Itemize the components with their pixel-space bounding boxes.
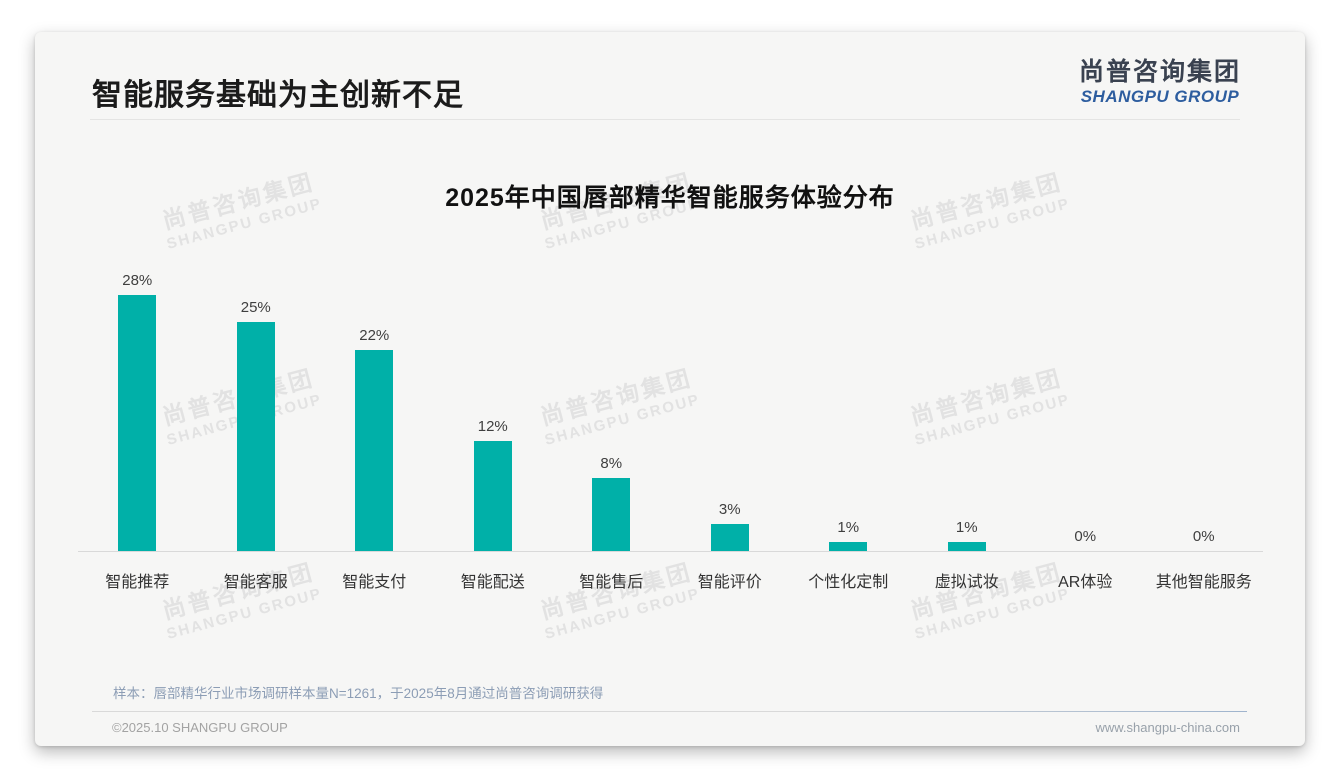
bar-column: 1% (908, 247, 1027, 551)
bar-column: 12% (434, 247, 553, 551)
slide-card: 尚普咨询集团 SHANGPU GROUP 尚普咨询集团 SHANGPU GROUP 尚普… (35, 32, 1305, 746)
bar (473, 441, 512, 551)
company-logo: 尚普咨询集团 SHANGPU GROUP (1079, 58, 1241, 106)
category-label: 智能推荐 (105, 574, 170, 591)
value-label: 0% (1192, 528, 1215, 545)
footer-divider (92, 711, 1247, 712)
category-label: 智能支付 (342, 574, 407, 591)
bar (710, 524, 749, 551)
bar-chart: 28% 25% 22% 12% 8% 3% 1% 1% 0% 0% (78, 247, 1263, 552)
watermark-english: SHANGPU GROUP (164, 584, 325, 643)
sample-note: 样本：唇部精华行业市场调研样本量N=1261，于2025年8月通过尚普咨询调研获… (113, 686, 604, 701)
bar-column: 3% (671, 247, 790, 551)
bar-column: 25% (197, 247, 316, 551)
value-label: 8% (600, 455, 623, 472)
logo-chinese-text: 尚普咨询集团 (1078, 58, 1241, 86)
bar (355, 350, 394, 551)
bar-column: 28% (78, 247, 197, 551)
bar-column: 0% (1145, 247, 1264, 551)
value-label: 28% (122, 272, 153, 289)
category-label: AR体验 (1058, 574, 1113, 591)
value-label: 1% (837, 519, 860, 536)
category-label: 智能评价 (697, 574, 762, 591)
title-divider (90, 119, 1240, 120)
value-label: 1% (955, 519, 978, 536)
logo-english-text: SHANGPU GROUP (1080, 86, 1240, 106)
copyright-text: ©2025.10 SHANGPU GROUP (112, 720, 288, 735)
bar-column: 22% (315, 247, 434, 551)
chart-title: 2025年中国唇部精华智能服务体验分布 (445, 184, 895, 212)
category-label: 智能售后 (579, 574, 644, 591)
watermark-english: SHANGPU GROUP (542, 584, 703, 643)
watermark-english: SHANGPU GROUP (912, 584, 1073, 643)
bar (829, 542, 868, 551)
category-label: 智能配送 (460, 574, 525, 591)
bar-column: 0% (1026, 247, 1145, 551)
value-label: 12% (477, 418, 508, 435)
website-text: www.shangpu-china.com (1095, 720, 1240, 735)
bar (236, 322, 275, 551)
category-label: 智能客服 (223, 574, 288, 591)
category-axis: 智能推荐 智能客服 智能支付 智能配送 智能售后 智能评价 个性化定制 虚拟试妆 AR体验 其他智… (78, 568, 1263, 592)
bar (592, 478, 631, 551)
value-label: 25% (240, 299, 271, 316)
category-label: 虚拟试妆 (934, 574, 999, 591)
bar (118, 295, 157, 551)
bar-column: 8% (552, 247, 671, 551)
bar (947, 542, 986, 551)
value-label: 3% (718, 501, 741, 518)
value-label: 0% (1074, 528, 1097, 545)
value-label: 22% (359, 327, 390, 344)
category-label: 个性化定制 (808, 574, 889, 591)
bar-column: 1% (789, 247, 908, 551)
page-title: 智能服务基础为主创新不足 (92, 79, 464, 112)
category-label: 其他智能服务 (1155, 574, 1252, 591)
